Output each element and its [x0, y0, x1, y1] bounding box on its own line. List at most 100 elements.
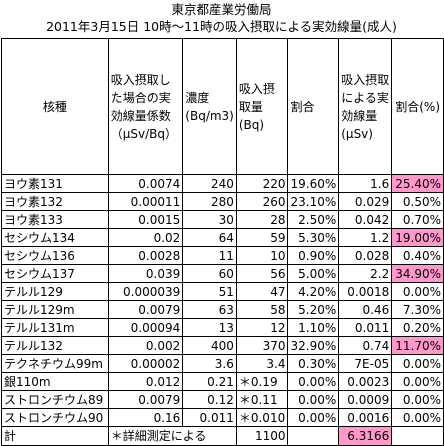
intake-cell: 370: [235, 336, 289, 355]
nuclide-cell: テクネチウム99m: [1, 354, 109, 373]
ratio2-cell: 11.70%: [391, 336, 444, 355]
table-row: ストロンチウム89 0.0079 0.12 ＊0.11 0.00% 0.0009 0.00%: [1, 390, 444, 409]
ratio2-cell: 0.00%: [391, 408, 444, 427]
report-subtitle: 2011年3月15日 10時〜11時の吸入摂取による実効線量(成人): [46, 19, 397, 34]
table-row: セシウム134 0.02 64 59 5.30% 1.2 19.00%: [1, 228, 444, 247]
nuclide-cell: テルル131m: [1, 318, 109, 337]
ratio1-cell: 4.20%: [287, 282, 340, 301]
table-row: テルル129 0.000039 51 47 4.20% 0.0018 0.00%: [1, 282, 444, 301]
intake-cell: 10: [235, 246, 289, 265]
conc-cell: 51: [182, 282, 237, 301]
conc-cell: 400: [182, 336, 237, 355]
ratio1-cell: 0.00%: [287, 390, 340, 409]
header-coef: 吸入摂取した場合の実効線量係数（μSv/Bq）: [107, 38, 184, 175]
dose-cell: 0.029: [338, 192, 393, 211]
intake-cell: 56: [235, 264, 289, 283]
nuclide-cell: テルル132: [1, 336, 109, 355]
ratio2-cell: 0.50%: [391, 192, 444, 211]
coef-cell: 0.16: [107, 408, 184, 427]
table-row: 銀110m 0.012 0.21 ＊0.19 0.00% 0.0023 0.00%: [1, 372, 444, 391]
conc-cell: 11: [182, 246, 237, 265]
coef-cell: 0.00094: [107, 318, 184, 337]
intake-cell: 220: [235, 174, 289, 193]
conc-cell: 13: [182, 318, 237, 337]
ratio1-cell: 2.50%: [287, 210, 340, 229]
coef-cell: 0.012: [107, 372, 184, 391]
dose-cell: 0.46: [338, 300, 393, 319]
dose-cell: 0.042: [338, 210, 393, 229]
coef-cell: 0.039: [107, 264, 184, 283]
nuclide-cell: ヨウ素131: [1, 174, 109, 193]
coef-cell: 0.02: [107, 228, 184, 247]
ratio1-cell: 0.30%: [287, 354, 340, 373]
coef-cell: 0.0015: [107, 210, 184, 229]
coef-cell: 0.0079: [107, 300, 184, 319]
conc-cell: 63: [182, 300, 237, 319]
table-row: ヨウ素133 0.0015 30 28 2.50% 0.042 0.70%: [1, 210, 444, 229]
table-row: ヨウ素132 0.00011 280 260 23.10% 0.029 0.50%: [1, 192, 444, 211]
dose-cell: 0.011: [338, 318, 393, 337]
table-row: テクネチウム99m 0.00002 3.6 3.4 0.30% 7E-05 0.00%: [1, 354, 444, 373]
ratio1-cell: 0.90%: [287, 246, 340, 265]
header-nuclide: 核種: [1, 38, 109, 175]
intake-cell: ＊0.11: [235, 390, 289, 409]
conc-cell: 0.12: [182, 390, 237, 409]
coef-cell: 0.000039: [107, 282, 184, 301]
conc-cell: 280: [182, 192, 237, 211]
conc-cell: 0.011: [182, 408, 237, 427]
nuclide-cell: セシウム136: [1, 246, 109, 265]
dose-cell: 0.74: [338, 336, 393, 355]
ratio1-cell: 32.90%: [287, 336, 340, 355]
ratio1-cell: 0.00%: [287, 408, 340, 427]
ratio1-cell: 23.10%: [287, 192, 340, 211]
dose-cell: 0.0016: [338, 408, 393, 427]
ratio2-cell: 0.40%: [391, 246, 444, 265]
total-dose: 6.3166: [338, 426, 393, 446]
header-ratio1: 割合: [287, 38, 340, 175]
ratio1-cell: 0.00%: [287, 372, 340, 391]
intake-cell: 3.4: [235, 354, 289, 373]
ratio2-cell: 25.40%: [391, 174, 444, 193]
table-row: テルル132 0.002 400 370 32.90% 0.74 11.70%: [1, 336, 444, 355]
dose-cell: 0.0018: [338, 282, 393, 301]
ratio2-cell: 34.90%: [391, 264, 444, 283]
coef-cell: 0.00011: [107, 192, 184, 211]
conc-cell: 0.21: [182, 372, 237, 391]
table-row: テルル131m 0.00094 13 12 1.10% 0.011 0.20%: [1, 318, 444, 337]
conc-cell: 240: [182, 174, 237, 193]
dose-cell: 0.0023: [338, 372, 393, 391]
intake-cell: 59: [235, 228, 289, 247]
ratio2-cell: 0.20%: [391, 318, 444, 337]
ratio1-cell: 19.60%: [287, 174, 340, 193]
dose-cell: 0.028: [338, 246, 393, 265]
header-dose: 吸入摂取による実効線量(μSv): [338, 38, 393, 175]
ratio2-cell: 0.00%: [391, 282, 444, 301]
coef-cell: 0.00002: [107, 354, 184, 373]
coef-cell: 0.0028: [107, 246, 184, 265]
total-row: 計 ＊詳細測定による 1100 6.3166: [1, 426, 444, 446]
coef-cell: 0.002: [107, 336, 184, 355]
total-label: 計: [1, 426, 109, 446]
total-note: ＊詳細測定による: [107, 426, 237, 446]
header-intake: 吸入摂取量(Bq): [235, 38, 289, 175]
nuclide-cell: ストロンチウム90: [1, 408, 109, 427]
conc-cell: 30: [182, 210, 237, 229]
coef-cell: 0.0074: [107, 174, 184, 193]
intake-cell: 260: [235, 192, 289, 211]
table-row: ストロンチウム90 0.16 0.011 ＊0.010 0.00% 0.0016 0.00%: [1, 408, 444, 427]
nuclide-cell: セシウム137: [1, 264, 109, 283]
intake-cell: ＊0.010: [235, 408, 289, 427]
nuclide-cell: ストロンチウム89: [1, 390, 109, 409]
intake-cell: 12: [235, 318, 289, 337]
dose-cell: 1.2: [338, 228, 393, 247]
ratio1-cell: 5.00%: [287, 264, 340, 283]
nuclide-cell: テルル129: [1, 282, 109, 301]
total-empty-2: [391, 426, 444, 446]
nuclide-cell: テルル129m: [1, 300, 109, 319]
intake-cell: 58: [235, 300, 289, 319]
conc-cell: 64: [182, 228, 237, 247]
table-row: セシウム137 0.039 60 56 5.00% 2.2 34.90%: [1, 264, 444, 283]
dose-cell: 1.6: [338, 174, 393, 193]
header-row: 核種 吸入摂取した場合の実効線量係数（μSv/Bq） 濃度(Bq/m3) 吸入摂…: [1, 38, 444, 175]
